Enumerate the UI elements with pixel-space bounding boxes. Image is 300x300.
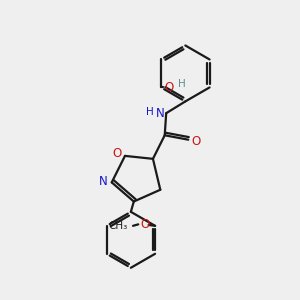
- Text: CH₃: CH₃: [109, 221, 128, 231]
- Text: O: O: [165, 81, 174, 94]
- Text: O: O: [191, 135, 200, 148]
- Text: H: H: [178, 79, 185, 89]
- Text: O: O: [112, 147, 122, 160]
- Text: N: N: [156, 107, 165, 120]
- Text: N: N: [99, 175, 108, 188]
- Text: O: O: [140, 218, 149, 231]
- Text: H: H: [146, 107, 154, 117]
